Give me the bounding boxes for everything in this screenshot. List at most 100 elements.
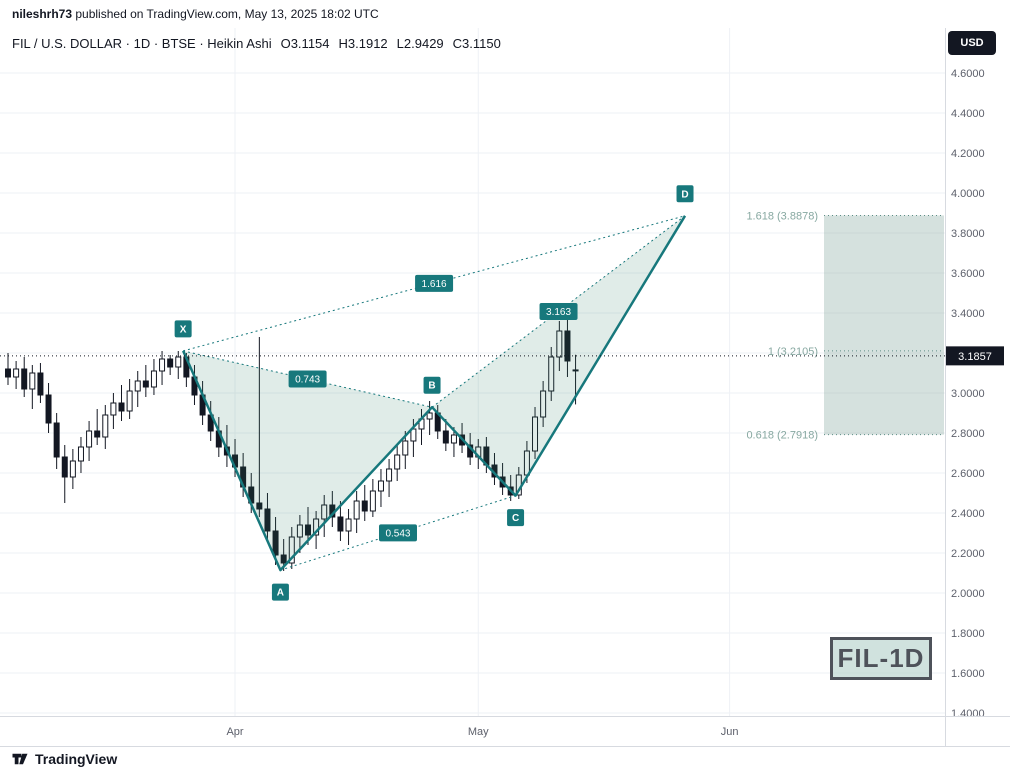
candle-body [37, 372, 44, 396]
price-axis-label: 2.8000 [951, 428, 985, 440]
pattern-point-label: C [512, 513, 519, 524]
pattern-ratio-box [378, 524, 417, 542]
chart-text-label[interactable]: FIL-1D [830, 637, 932, 680]
fib-level-label: 0.618 (2.7918) [746, 430, 818, 442]
price-axis-label: 1.4000 [951, 708, 985, 720]
price-axis-label: 3.0000 [951, 388, 985, 400]
candle-body [377, 480, 384, 492]
footer: TradingView [11, 750, 117, 768]
candle-body [69, 460, 76, 478]
tradingview-brand-text: TradingView [35, 751, 118, 767]
candle-body [313, 518, 320, 536]
pattern-ratio-box [539, 303, 578, 320]
pattern-point-label: X [180, 324, 187, 335]
candle-body [548, 356, 555, 392]
pattern-ratio-label: 0.743 [295, 375, 320, 386]
pattern-point-box [174, 320, 192, 338]
candle-body [386, 468, 393, 482]
legend-low: L2.9429 [396, 36, 444, 51]
price-axis-label: 3.4000 [951, 308, 985, 320]
attribution-username: nileshrh73 [12, 7, 73, 21]
candle-body [272, 530, 279, 556]
candle-body [450, 434, 457, 444]
fib-target-zone [824, 215, 944, 435]
candle-body [304, 524, 311, 536]
candle-body [256, 502, 263, 510]
candle-body [345, 518, 352, 532]
price-axis-label: 1.6000 [951, 668, 985, 680]
pattern-ratio-box [415, 274, 454, 292]
fib-level-label: 1 (3.2105) [768, 346, 818, 358]
candle-body [86, 430, 93, 448]
candle-body [29, 372, 36, 390]
current-price-tag [946, 346, 1004, 366]
tradingview-logo[interactable] [11, 750, 29, 768]
candle-body [532, 416, 539, 452]
pattern-dotted-line-ac [280, 495, 516, 571]
xabcd-pattern[interactable]: 0.743 0.543 1.616 3.163 X A B C D [174, 185, 694, 601]
candle-body [102, 414, 109, 438]
time-scale[interactable]: Apr May Jun [0, 716, 1010, 747]
price-scale[interactable]: 4.6000 4.4000 4.2000 4.0000 3.8000 3.6000 3.40… [945, 28, 985, 746]
pattern-dotted-line-xd [183, 215, 686, 352]
legend-high: H3.1912 [338, 36, 388, 51]
current-price-tag-label: 3.1857 [958, 351, 992, 363]
candle-body [369, 490, 376, 512]
currency-toggle-button[interactable]: USD [948, 31, 996, 55]
grid [0, 28, 945, 716]
candle-body [175, 356, 182, 368]
candle-body [159, 358, 166, 372]
price-axis-label: 2.6000 [951, 468, 985, 480]
price-axis-label: 2.4000 [951, 508, 985, 520]
time-axis-label: May [468, 726, 489, 738]
pattern-point-box [423, 376, 441, 394]
pattern-ratio-label: 3.163 [546, 307, 571, 318]
pattern-fill-xab [183, 350, 433, 571]
candle-body [540, 390, 547, 418]
candle-body [321, 504, 328, 520]
fib-extension[interactable]: 1.618 (3.8878) 1 (3.2105) 0.618 (2.7918) [746, 210, 944, 442]
price-axis-label: 4.6000 [951, 68, 985, 80]
legend-open: O3.1154 [280, 36, 330, 51]
candle-body [167, 358, 174, 368]
candle-body [94, 430, 101, 438]
candle-body [288, 536, 295, 564]
candle-body [280, 554, 287, 564]
price-axis-label: 4.0000 [951, 188, 985, 200]
candle-body [556, 330, 563, 358]
legend-close: C3.1150 [452, 36, 501, 51]
candle-body [77, 446, 84, 462]
candle-body [13, 368, 20, 378]
legend-symbol[interactable]: FIL / U.S. DOLLAR · 1D · BTSE · Heikin A… [12, 36, 272, 51]
pattern-ratio-label: 0.543 [385, 528, 410, 539]
candle-body [45, 394, 52, 424]
candle-body [442, 430, 449, 444]
attribution: nileshrh73 published on TradingView.com,… [12, 7, 379, 21]
candle-body [134, 380, 141, 392]
candle-body [361, 500, 368, 512]
price-axis-label: 4.4000 [951, 108, 985, 120]
candle-body [572, 369, 579, 372]
candle-body [5, 368, 11, 378]
candle-body [110, 402, 117, 416]
candle-body [21, 368, 28, 390]
candle-body [337, 516, 344, 532]
pattern-point-box [271, 583, 289, 601]
candle-body [564, 330, 571, 362]
candle-body [296, 524, 303, 538]
candle-body [353, 500, 360, 520]
tradingview-logo-glyph [12, 753, 28, 765]
candle-body [394, 454, 401, 470]
candle-body [53, 422, 60, 458]
pattern-ratio-label: 1.616 [422, 279, 447, 290]
pattern-point-box [676, 185, 694, 203]
fib-level-label: 1.618 (3.8878) [746, 210, 818, 222]
pattern-point-label: A [277, 588, 284, 599]
candle-body [264, 508, 271, 532]
time-axis-label: Apr [226, 726, 243, 738]
pattern-fill-bcd [432, 215, 686, 496]
attribution-text: published on TradingView.com, May 13, 20… [72, 7, 379, 21]
chart-legend: FIL / U.S. DOLLAR · 1D · BTSE · Heikin A… [12, 36, 501, 51]
